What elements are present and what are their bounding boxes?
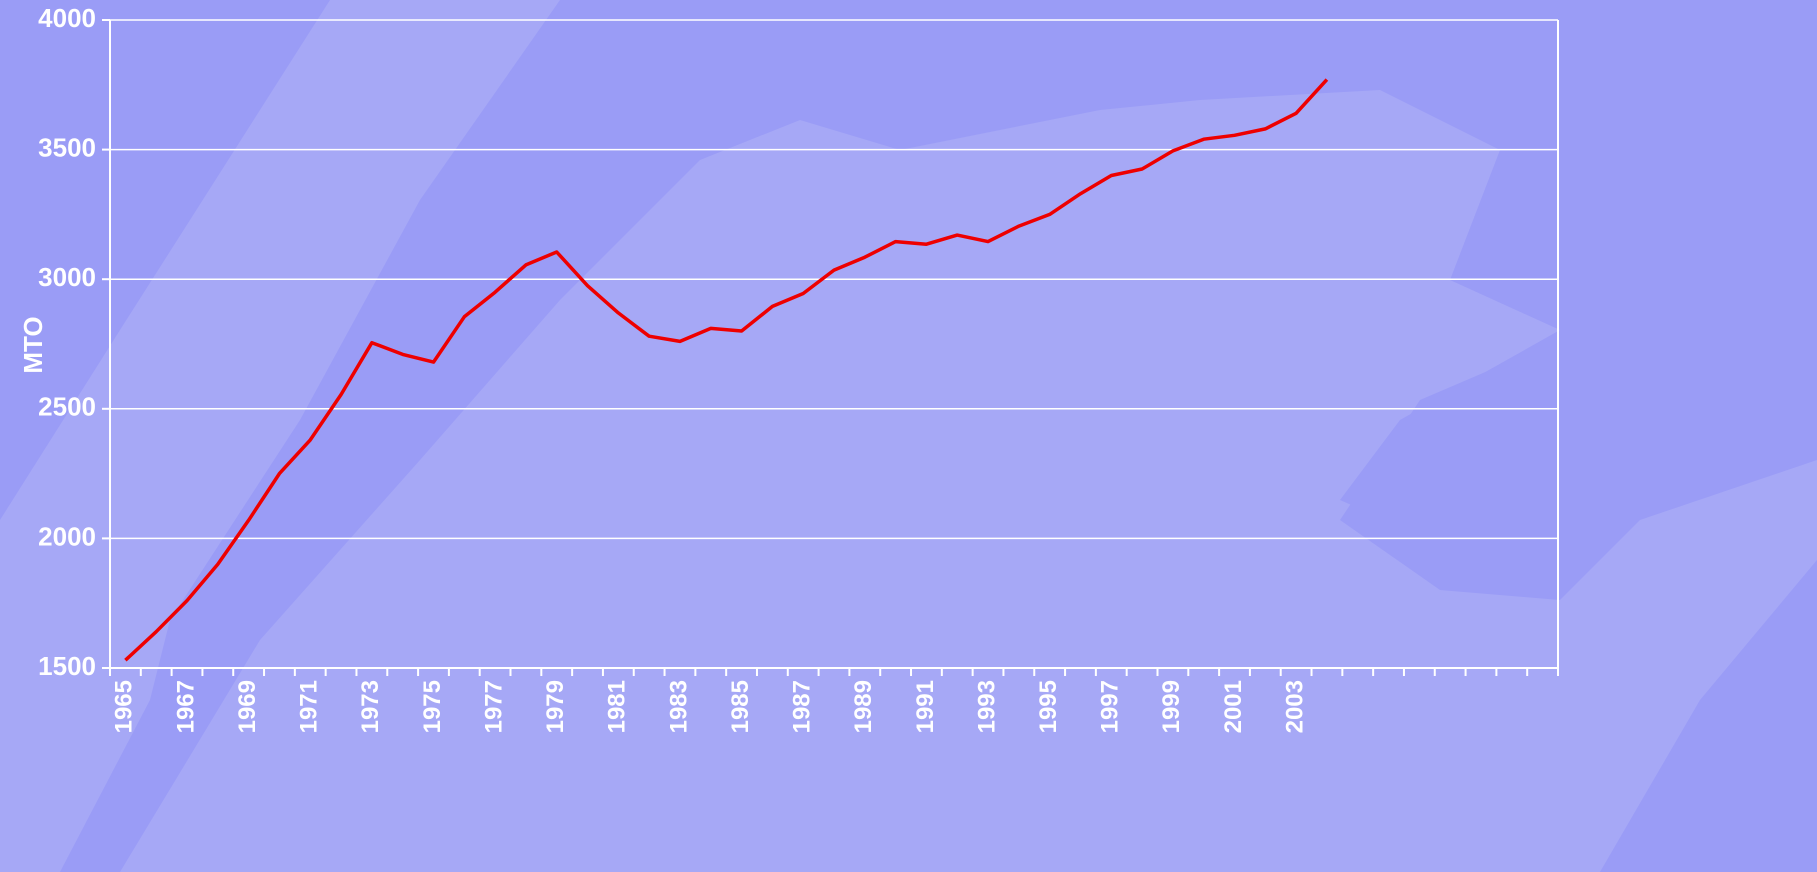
y-tick-label: 3000 xyxy=(38,262,96,292)
x-tick-label: 2001 xyxy=(1220,680,1247,733)
x-tick-label: 1969 xyxy=(234,680,261,733)
x-tick-label: 1985 xyxy=(727,680,754,733)
y-tick-label: 2500 xyxy=(38,392,96,422)
x-tick-label: 1997 xyxy=(1097,680,1124,733)
x-tick-label: 1973 xyxy=(357,680,384,733)
x-tick-label: 1975 xyxy=(419,680,446,733)
x-tick-label: 2003 xyxy=(1281,680,1308,733)
y-axis-label: MTO xyxy=(18,316,48,373)
x-tick-label: 1979 xyxy=(542,680,569,733)
x-tick-label: 1999 xyxy=(1158,680,1185,733)
y-tick-label: 1500 xyxy=(38,651,96,681)
x-tick-label: 1993 xyxy=(973,680,1000,733)
x-tick-label: 1977 xyxy=(480,680,507,733)
x-tick-label: 1981 xyxy=(604,680,631,733)
y-tick-label: 4000 xyxy=(38,3,96,33)
x-tick-label: 1965 xyxy=(111,680,138,733)
x-tick-label: 1971 xyxy=(296,680,323,733)
x-tick-label: 1989 xyxy=(850,680,877,733)
x-tick-label: 1983 xyxy=(665,680,692,733)
y-tick-label: 3500 xyxy=(38,132,96,162)
x-tick-label: 1991 xyxy=(912,680,939,733)
data-line xyxy=(124,78,1329,662)
x-tick-label: 1967 xyxy=(172,680,199,733)
map-shape xyxy=(1340,280,1817,600)
x-tick-label: 1987 xyxy=(789,680,816,733)
x-tick-label: 1995 xyxy=(1035,680,1062,733)
y-tick-label: 2000 xyxy=(38,521,96,551)
map-shape xyxy=(0,0,560,872)
map-shape xyxy=(120,90,1817,872)
